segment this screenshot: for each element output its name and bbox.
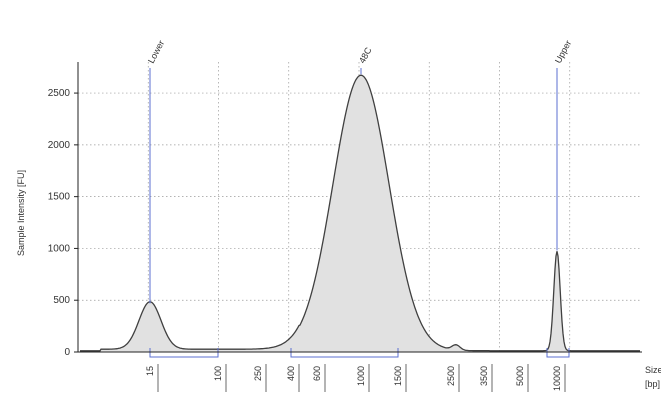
y-tick-label: 1000 <box>48 243 71 254</box>
x-tick-label: 100 <box>213 366 223 381</box>
x-tick-label: 5000 <box>515 366 525 386</box>
x-axis-label-size: Size <box>645 365 661 375</box>
x-axis-label-unit: [bp] <box>645 379 660 389</box>
x-tick-label: 15 <box>145 366 155 376</box>
y-tick-label: 0 <box>64 347 70 358</box>
y-tick-label: 2000 <box>48 140 71 151</box>
x-tick-label: 1000 <box>356 366 366 386</box>
y-tick-label: 2500 <box>48 88 71 99</box>
peak-label: 48C <box>357 45 374 65</box>
x-tick-label: 250 <box>253 366 263 381</box>
x-tick-label: 3500 <box>479 366 489 386</box>
x-tick-label: 2500 <box>446 366 456 386</box>
trace <box>80 74 640 352</box>
trace-fill <box>80 75 640 352</box>
x-tick-label: 1500 <box>393 366 403 386</box>
x-tick-label: 600 <box>312 366 322 381</box>
peak-label: Lower <box>146 39 166 65</box>
x-tick-label: 10000 <box>552 366 562 391</box>
y-tick-label: 1500 <box>48 192 71 203</box>
x-tick-label: 400 <box>286 366 296 381</box>
y-axis-label: Sample Intensity [FU] <box>16 170 26 256</box>
peak-label: Upper <box>553 39 573 65</box>
y-tick-label: 500 <box>53 295 70 306</box>
